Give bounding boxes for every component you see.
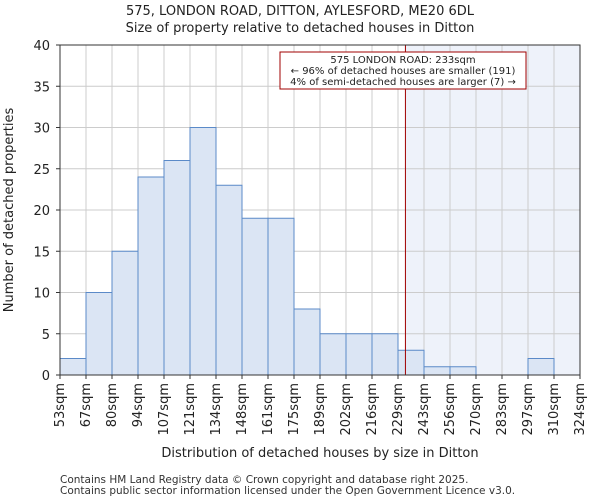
annotation-line-1: 575 LONDON ROAD: 233sqm: [330, 55, 475, 66]
bar: [111, 250, 139, 376]
footer-line-2: Contains public sector information licen…: [60, 485, 516, 497]
y-tick-label: 40: [33, 39, 50, 54]
bar: [59, 358, 87, 376]
y-tick-label: 15: [33, 245, 50, 260]
x-tick-label: 229sqm: [391, 383, 406, 436]
x-tick-label: 216sqm: [365, 383, 380, 436]
bar: [345, 333, 373, 376]
x-tick-label: 297sqm: [521, 383, 536, 436]
y-axis-label: Number of detached properties: [2, 108, 17, 313]
y-tick-label: 30: [33, 122, 50, 137]
chart-title: 575, LONDON ROAD, DITTON, AYLESFORD, ME2…: [125, 4, 475, 19]
x-tick-label: 134sqm: [209, 383, 224, 436]
annotation-line-2: ← 96% of detached houses are smaller (19…: [291, 66, 516, 77]
x-tick-label: 256sqm: [443, 383, 458, 436]
x-tick-label: 310sqm: [547, 383, 562, 436]
x-tick-label: 243sqm: [417, 383, 432, 436]
x-tick-label: 202sqm: [339, 383, 354, 436]
y-tick-label: 0: [42, 369, 50, 384]
x-tick-label: 107sqm: [157, 383, 172, 436]
bar: [449, 366, 477, 376]
bar: [267, 217, 295, 376]
y-tick-label: 25: [33, 163, 50, 178]
x-axis-label: Distribution of detached houses by size …: [161, 446, 478, 461]
x-tick-label: 94sqm: [131, 383, 146, 427]
y-tick-label: 20: [33, 204, 50, 219]
x-tick-label: 161sqm: [261, 383, 276, 436]
bar: [397, 349, 425, 376]
bar: [527, 358, 555, 376]
bar: [137, 176, 165, 376]
annotation-line-3: 4% of semi-detached houses are larger (7…: [290, 77, 516, 88]
x-tick-label: 148sqm: [235, 383, 250, 436]
y-tick-label: 10: [33, 287, 50, 302]
bars-group: [59, 127, 555, 376]
bar: [163, 160, 191, 376]
x-tick-label: 175sqm: [287, 383, 302, 436]
bar: [371, 333, 399, 376]
bar: [189, 127, 217, 376]
bar: [241, 217, 269, 376]
x-tick-label: 53sqm: [53, 383, 68, 427]
marker-annotation: 575 LONDON ROAD: 233sqm ← 96% of detache…: [279, 51, 527, 90]
chart-subtitle: Size of property relative to detached ho…: [125, 21, 475, 36]
y-tick-label: 35: [33, 80, 50, 95]
x-tick-label: 121sqm: [183, 383, 198, 436]
x-tick-label: 283sqm: [495, 383, 510, 436]
bar: [293, 308, 321, 376]
y-axis: 0 5 10 15 20 25 30 35 40: [33, 39, 60, 384]
x-tick-label: 324sqm: [573, 383, 588, 436]
bar: [85, 292, 113, 376]
y-tick-label: 5: [42, 328, 50, 343]
footer-line-1: Contains HM Land Registry data © Crown c…: [60, 474, 469, 486]
bar: [215, 184, 243, 376]
x-axis: 53sqm 67sqm 80sqm 94sqm 107sqm 121sqm 134sqm 14…: [53, 375, 588, 436]
x-tick-label: 189sqm: [313, 383, 328, 436]
bar: [319, 333, 347, 376]
x-tick-label: 67sqm: [79, 383, 94, 427]
x-tick-label: 80sqm: [105, 383, 120, 427]
annotation-box: [279, 51, 527, 90]
bar: [423, 366, 451, 376]
x-tick-label: 270sqm: [469, 383, 484, 436]
